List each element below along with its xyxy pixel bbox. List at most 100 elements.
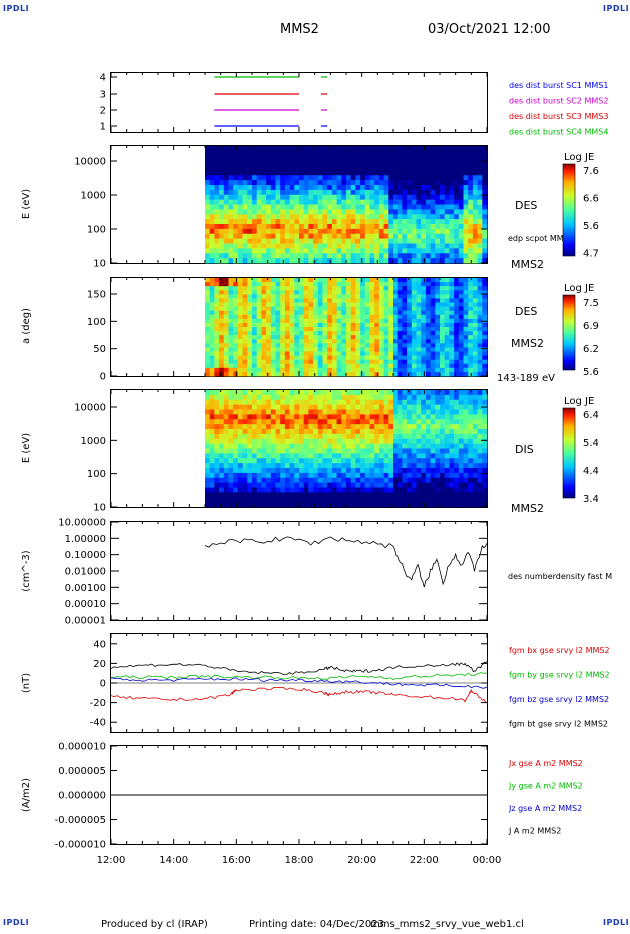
des-energy-spectrogram-cell bbox=[411, 165, 417, 171]
des-energy-spectrogram-cell bbox=[425, 248, 431, 254]
des-energy-spectrogram-cell bbox=[378, 248, 384, 254]
des-energy-spectrogram-cell bbox=[477, 165, 483, 171]
des-energy-spectrogram-cell bbox=[247, 170, 253, 176]
dis-energy-spectrogram-cell bbox=[247, 477, 253, 484]
des-energy-spectrogram-cell bbox=[369, 248, 375, 254]
des-energy-spectrogram-cell bbox=[440, 199, 446, 205]
dis-energy-spectrogram-cell bbox=[411, 438, 417, 445]
des-energy-spectrogram-cell bbox=[397, 238, 403, 244]
dis-energy-spectrogram-cell bbox=[336, 424, 342, 430]
dis-energy-spectrogram-cell bbox=[247, 433, 253, 440]
dis-energy-spectrogram-cell bbox=[378, 448, 384, 454]
des-energy-spectrogram-cell bbox=[336, 175, 342, 181]
dis-energy-spectrogram-cell bbox=[299, 502, 305, 508]
des-energy-spectrogram-cell bbox=[383, 243, 389, 249]
dis-energy-spectrogram-cell bbox=[247, 443, 253, 449]
des-pitch-spectrogram-cell bbox=[205, 347, 211, 352]
des-pitch-spectrogram-cell bbox=[252, 371, 258, 377]
des-pitch-spectrogram-cell bbox=[421, 347, 427, 352]
des-energy-spectrogram-cell bbox=[421, 243, 427, 249]
des-pitch-spectrogram-cell bbox=[219, 302, 225, 307]
dis-energy-spectrogram-cell bbox=[228, 419, 234, 425]
burst-tick-label: 1 bbox=[100, 122, 106, 133]
dis-energy-spectrogram-cell bbox=[482, 497, 488, 503]
dis-energy-spectrogram-cell bbox=[322, 487, 328, 493]
dis-energy-spectrogram-cell bbox=[444, 477, 450, 484]
des-pitch-spectrogram-cell bbox=[322, 278, 328, 283]
dis-energy-spectrogram-cell bbox=[299, 438, 305, 445]
dis-energy-spectrogram-cell bbox=[435, 429, 441, 435]
dis-energy-spectrogram-cell bbox=[369, 472, 375, 479]
des-energy-spectrogram-cell bbox=[440, 160, 446, 166]
des-pitch-spectrogram-cell bbox=[317, 310, 323, 316]
des-pitch-spectrogram-cell bbox=[308, 306, 314, 312]
dis-energy-spectrogram-cell bbox=[425, 453, 431, 459]
des-pitch-spectrogram-cell bbox=[242, 351, 248, 356]
des-pitch-spectrogram-cell bbox=[463, 318, 469, 324]
dis-energy-spectrogram-cell bbox=[336, 390, 342, 396]
des-energy-spectrogram-cell bbox=[266, 199, 272, 205]
des-energy-spectrogram-cell bbox=[317, 253, 323, 259]
dis-energy-spectrogram-cell bbox=[336, 463, 342, 469]
dis-energy-spectrogram-cell bbox=[313, 463, 319, 469]
des-energy-spectrogram-cell bbox=[317, 160, 323, 166]
dis-energy-spectrogram-cell bbox=[233, 458, 239, 464]
des-energy-spectrogram-cell bbox=[449, 180, 455, 186]
des-energy-spectrogram-cell bbox=[280, 238, 286, 244]
des-energy-spectrogram-cell bbox=[421, 224, 427, 230]
des-energy-spectrogram-cell bbox=[435, 160, 441, 166]
des-energy-spectrogram-cell bbox=[430, 160, 436, 166]
des-pitch-spectrogram-cell bbox=[444, 343, 450, 348]
des-pitch-spectrogram-cell bbox=[252, 298, 258, 303]
des-pitch-spectrogram-cell bbox=[289, 331, 295, 336]
dis-energy-spectrogram-cell bbox=[369, 414, 375, 420]
des-pitch-spectrogram-cell bbox=[393, 363, 399, 369]
des-pitch-spectrogram-cell bbox=[407, 302, 413, 307]
des-energy-spectrogram-cell bbox=[388, 248, 394, 254]
dis-energy-spectrogram-cell bbox=[430, 438, 436, 445]
des-energy-spectrogram-cell bbox=[270, 238, 276, 244]
dis-energy-spectrogram-cell bbox=[317, 419, 323, 425]
des-pitch-spectrogram-cell bbox=[364, 371, 370, 377]
des-pitch-spectrogram-cell bbox=[256, 310, 262, 316]
des-energy-spectrogram-cell bbox=[425, 165, 431, 171]
fgm-series-line bbox=[110, 686, 488, 703]
des-energy-spectrogram-cell bbox=[270, 189, 276, 196]
dis-energy-spectrogram-cell bbox=[360, 414, 366, 420]
des-energy-spectrogram-cell bbox=[402, 214, 408, 220]
des-pitch-spectrogram-cell bbox=[411, 363, 417, 369]
des-pitch-spectrogram-cell bbox=[444, 306, 450, 312]
des-energy-spectrogram-cell bbox=[463, 146, 469, 152]
des-pitch-spectrogram-cell bbox=[289, 286, 295, 291]
des-energy-spectrogram-cell bbox=[350, 204, 356, 210]
des-energy-spectrogram-cell bbox=[421, 165, 427, 171]
des-energy-spectrogram-cell bbox=[331, 219, 337, 225]
des-energy-spectrogram-cell bbox=[214, 224, 220, 230]
des-energy-spectrogram-cell bbox=[430, 258, 436, 264]
dis-energy-spectrogram-cell bbox=[364, 433, 370, 440]
dis-energy-spectrogram-cell bbox=[209, 438, 215, 445]
des-pitch-spectrogram-cell bbox=[214, 339, 220, 344]
dis-energy-spectrogram-cell bbox=[393, 390, 399, 396]
dis-energy-spectrogram-cell bbox=[454, 424, 460, 430]
des-energy-spectrogram-cell bbox=[402, 180, 408, 186]
dis-energy-spectrogram-cell bbox=[458, 433, 464, 440]
des-energy-spectrogram-cell bbox=[346, 204, 352, 210]
des-energy-spectrogram-cell bbox=[322, 258, 328, 264]
des-energy-spectrogram-cell bbox=[355, 214, 361, 220]
des-pitch-spectrogram-cell bbox=[223, 347, 229, 352]
des-pitch-spectrogram-cell bbox=[360, 294, 366, 299]
dis-energy-spectrogram-cell bbox=[237, 468, 243, 474]
dis-energy-spectrogram-cell bbox=[252, 409, 258, 415]
dis-energy-spectrogram-cell bbox=[247, 390, 253, 396]
dis-energy-spectrogram-cell bbox=[463, 502, 469, 508]
des-pitch-spectrogram-cell bbox=[313, 367, 319, 373]
dis-energy-spectrogram-cell bbox=[430, 492, 436, 498]
dis-energy-spectrogram-cell bbox=[411, 502, 417, 508]
des-energy-spectrogram-cell bbox=[252, 214, 258, 220]
dis-energy-spectrogram-cell bbox=[378, 463, 384, 469]
dis-energy-spectrogram-cell bbox=[374, 414, 380, 420]
des-energy-spectrogram-cell bbox=[364, 258, 370, 264]
des-energy-spectrogram-cell bbox=[360, 199, 366, 205]
des-energy-spectrogram-cell bbox=[472, 228, 478, 235]
